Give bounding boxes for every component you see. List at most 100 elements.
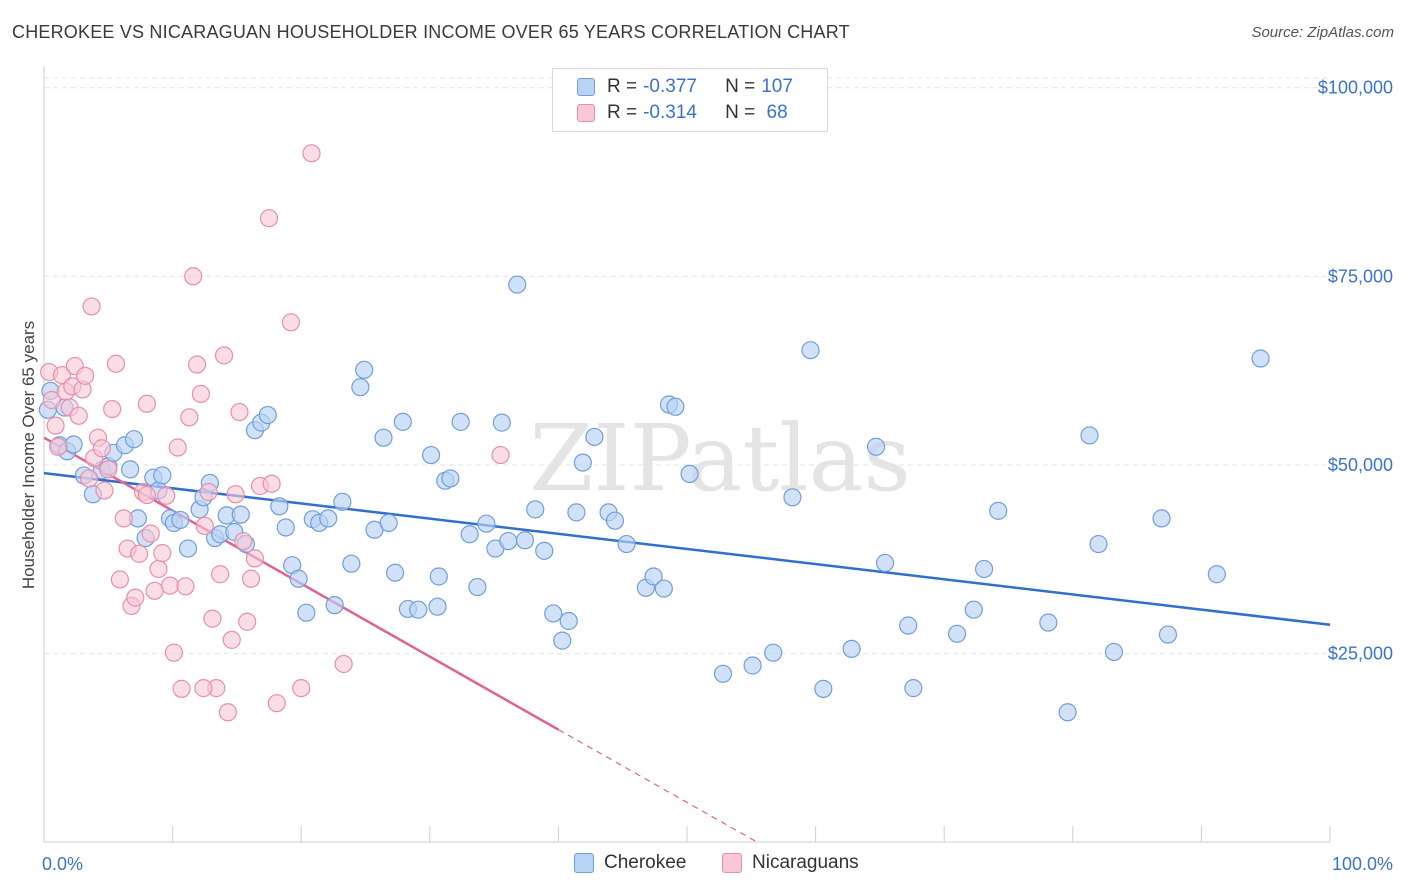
cherokee-point bbox=[544, 604, 563, 623]
cherokee-point bbox=[297, 603, 316, 622]
nicaraguans-point bbox=[267, 694, 286, 713]
nicaraguans-point bbox=[153, 544, 172, 563]
nicaraguans-point bbox=[49, 437, 68, 456]
n-label: N = bbox=[725, 76, 756, 97]
cherokee-point bbox=[947, 624, 967, 643]
nicaraguans-point bbox=[46, 416, 65, 435]
nicaraguans-point bbox=[106, 354, 126, 373]
nicaraguans-point bbox=[69, 406, 88, 425]
legend-row-cherokee: R = -0.377 N = 107 bbox=[577, 75, 793, 99]
cherokee-point bbox=[1089, 534, 1108, 554]
cherokee-point bbox=[351, 378, 370, 397]
nicaraguans-point bbox=[99, 460, 118, 479]
cherokee-point bbox=[409, 600, 428, 619]
cherokee-trend-line bbox=[43, 471, 1331, 627]
legend-row-nicaraguans: R = -0.314 N = 68 bbox=[577, 101, 788, 125]
nicaraguans-point bbox=[76, 366, 95, 385]
nicaraguans-point bbox=[130, 544, 149, 563]
legend-item-cherokee[interactable]: Cherokee bbox=[574, 852, 686, 874]
cherokee-point bbox=[680, 464, 699, 484]
nicaraguans-point bbox=[238, 612, 257, 631]
nicaraguans-point bbox=[180, 408, 199, 427]
nicaraguans-point bbox=[302, 144, 321, 163]
cherokee-point bbox=[801, 341, 820, 360]
correlation-legend: R = -0.377 N = 107 R = -0.314 N = 68 bbox=[552, 68, 828, 132]
nicaraguans-point bbox=[199, 482, 218, 502]
nicaraguans-point bbox=[191, 384, 210, 404]
cherokee-point bbox=[573, 453, 592, 472]
cherokee-point bbox=[1158, 625, 1178, 644]
cherokee-point bbox=[875, 553, 895, 573]
nicaraguans-point bbox=[211, 565, 230, 584]
y-axis-title: Householder Income Over 65 years bbox=[19, 321, 38, 589]
cherokee-point bbox=[974, 559, 994, 579]
source-label: Source: ZipAtlas.com bbox=[1251, 24, 1394, 41]
nicaraguans-point bbox=[79, 469, 99, 488]
nicaraguans-point bbox=[137, 394, 156, 413]
legend-label: Nicaraguans bbox=[752, 852, 859, 873]
nicaraguans-point bbox=[214, 346, 234, 365]
nicaraguans-point bbox=[103, 399, 122, 419]
nicaraguans-point bbox=[92, 439, 111, 458]
scatter-points bbox=[38, 144, 1270, 722]
cherokee-point bbox=[441, 469, 460, 488]
nicaraguans-point bbox=[157, 486, 176, 505]
cherokee-point bbox=[585, 427, 604, 447]
cherokee-point bbox=[121, 460, 140, 479]
nicaraguans-point bbox=[176, 577, 195, 596]
cherokee-point bbox=[333, 492, 352, 511]
axes bbox=[43, 66, 1331, 843]
tick-labels: $25,000 $50,000 $75,000 $100,000 0.0% 100.0% bbox=[42, 78, 1393, 874]
x-tick-label: 100.0% bbox=[1332, 854, 1393, 874]
cherokee-point bbox=[605, 511, 625, 530]
cherokee-point bbox=[666, 397, 685, 416]
nicaraguans-point bbox=[110, 570, 129, 589]
cherokee-point bbox=[355, 360, 374, 379]
nicaraguans-point bbox=[195, 516, 214, 536]
nicaraguans-point bbox=[218, 703, 237, 722]
nicaraguans-point bbox=[160, 576, 180, 595]
cherokee-point bbox=[1039, 613, 1058, 632]
nicaraguans-point bbox=[164, 643, 183, 662]
cherokee-point bbox=[1080, 426, 1099, 445]
cherokee-point bbox=[713, 664, 733, 683]
cherokee-point bbox=[559, 611, 578, 631]
nicaraguans-point bbox=[114, 509, 133, 528]
cherokee-point bbox=[535, 541, 554, 560]
nicaraguans-swatch bbox=[577, 104, 595, 122]
nicaraguans-point bbox=[230, 402, 249, 422]
cherokee-point bbox=[814, 679, 833, 698]
cherokee-point bbox=[276, 518, 295, 537]
cherokee-point bbox=[428, 597, 447, 616]
nicaraguans-point bbox=[281, 313, 301, 332]
cherokee-point bbox=[904, 679, 923, 698]
y-tick-label: $25,000 bbox=[1328, 643, 1393, 663]
cherokee-point bbox=[1104, 642, 1124, 662]
nicaraguans-point bbox=[203, 609, 222, 628]
cherokee-point bbox=[421, 445, 441, 465]
nicaraguans-point bbox=[149, 559, 168, 579]
watermark: ZIPatlas bbox=[529, 405, 910, 512]
cherokee-point bbox=[124, 430, 144, 449]
y-tick-label: $50,000 bbox=[1328, 455, 1393, 475]
nicaraguans-point bbox=[292, 679, 311, 698]
cherokee-point bbox=[379, 513, 398, 533]
cherokee-point bbox=[964, 600, 983, 619]
nicaraguans-point bbox=[187, 355, 207, 374]
cherokee-point bbox=[743, 656, 762, 675]
cherokee-point bbox=[429, 567, 448, 586]
nicaraguans-trend-extension bbox=[558, 729, 758, 843]
r-value: -0.314 bbox=[643, 102, 697, 123]
cherokee-point bbox=[342, 554, 361, 573]
cherokee-point bbox=[153, 466, 172, 485]
cherokee-point bbox=[499, 531, 518, 551]
cherokee-point bbox=[289, 569, 308, 588]
legend-item-nicaraguans[interactable]: Nicaraguans bbox=[722, 852, 859, 874]
nicaraguans-point bbox=[145, 581, 164, 600]
cherokee-point bbox=[393, 412, 412, 431]
cherokee-point bbox=[1207, 565, 1226, 584]
cherokee-point bbox=[989, 501, 1008, 520]
nicaraguans-point bbox=[245, 549, 265, 568]
nicaraguans-point bbox=[82, 297, 101, 316]
n-value: 107 bbox=[761, 76, 793, 97]
